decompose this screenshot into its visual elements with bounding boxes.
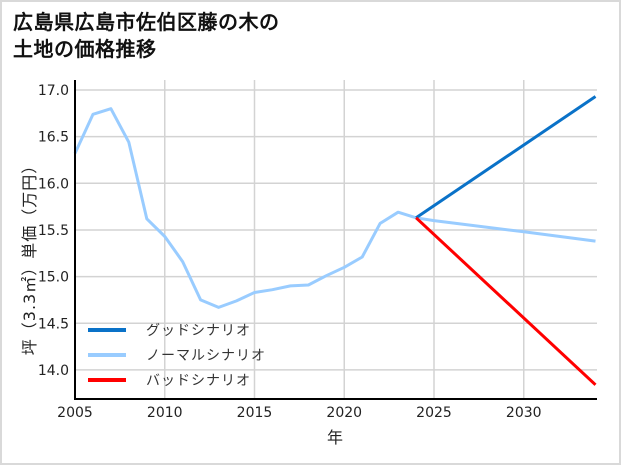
chart-title-line2: 土地の価格推移 <box>13 37 157 61</box>
chart-title: 広島県広島市佐伯区藤の木の 土地の価格推移 <box>13 9 280 63</box>
y-axis-label: 坪（3.3㎡）単価（万円） <box>20 156 39 356</box>
x-tick-label: 2025 <box>416 405 452 421</box>
x-axis-label: 年 <box>326 428 344 447</box>
y-tick-label: 14.5 <box>38 316 69 332</box>
axes <box>74 80 597 400</box>
legend-item-bad[interactable]: バッドシナリオ <box>88 367 266 392</box>
series-line-1 <box>415 95 597 220</box>
x-tick-label: 2020 <box>326 405 362 421</box>
y-tick-labels: 17.0 16.5 16.0 15.5 15.0 14.5 14.0 <box>38 83 69 379</box>
legend-swatch-normal <box>88 352 126 357</box>
x-tick-label: 2015 <box>237 405 273 421</box>
series-line-0 <box>73 107 596 309</box>
y-tick-label: 16.5 <box>38 130 69 146</box>
x-tick-label: 2005 <box>57 405 93 421</box>
legend-label-normal: ノーマルシナリオ <box>146 347 266 364</box>
y-tick-label: 17.0 <box>38 83 69 99</box>
x-tick-label: 2010 <box>147 405 183 421</box>
legend-item-good[interactable]: グッドシナリオ <box>88 317 266 342</box>
y-tick-label: 15.0 <box>38 270 69 286</box>
legend-label-bad: バッドシナリオ <box>146 372 251 389</box>
legend-item-normal[interactable]: ノーマルシナリオ <box>88 342 266 367</box>
data-lines <box>73 95 597 386</box>
y-tick-label: 16.0 <box>38 176 69 192</box>
chart-title-line1: 広島県広島市佐伯区藤の木の <box>13 10 280 34</box>
legend: グッドシナリオ ノーマルシナリオ バッドシナリオ <box>88 317 266 392</box>
legend-swatch-good <box>88 327 126 332</box>
x-tick-label: 2030 <box>506 405 542 421</box>
x-tick-labels: 2005 2010 2015 2020 2025 2030 <box>57 405 541 421</box>
y-tick-label: 14.0 <box>38 363 69 379</box>
series-line-2 <box>415 216 597 386</box>
legend-label-good: グッドシナリオ <box>146 322 251 339</box>
legend-swatch-bad <box>88 377 126 382</box>
y-tick-label: 15.5 <box>38 223 69 239</box>
